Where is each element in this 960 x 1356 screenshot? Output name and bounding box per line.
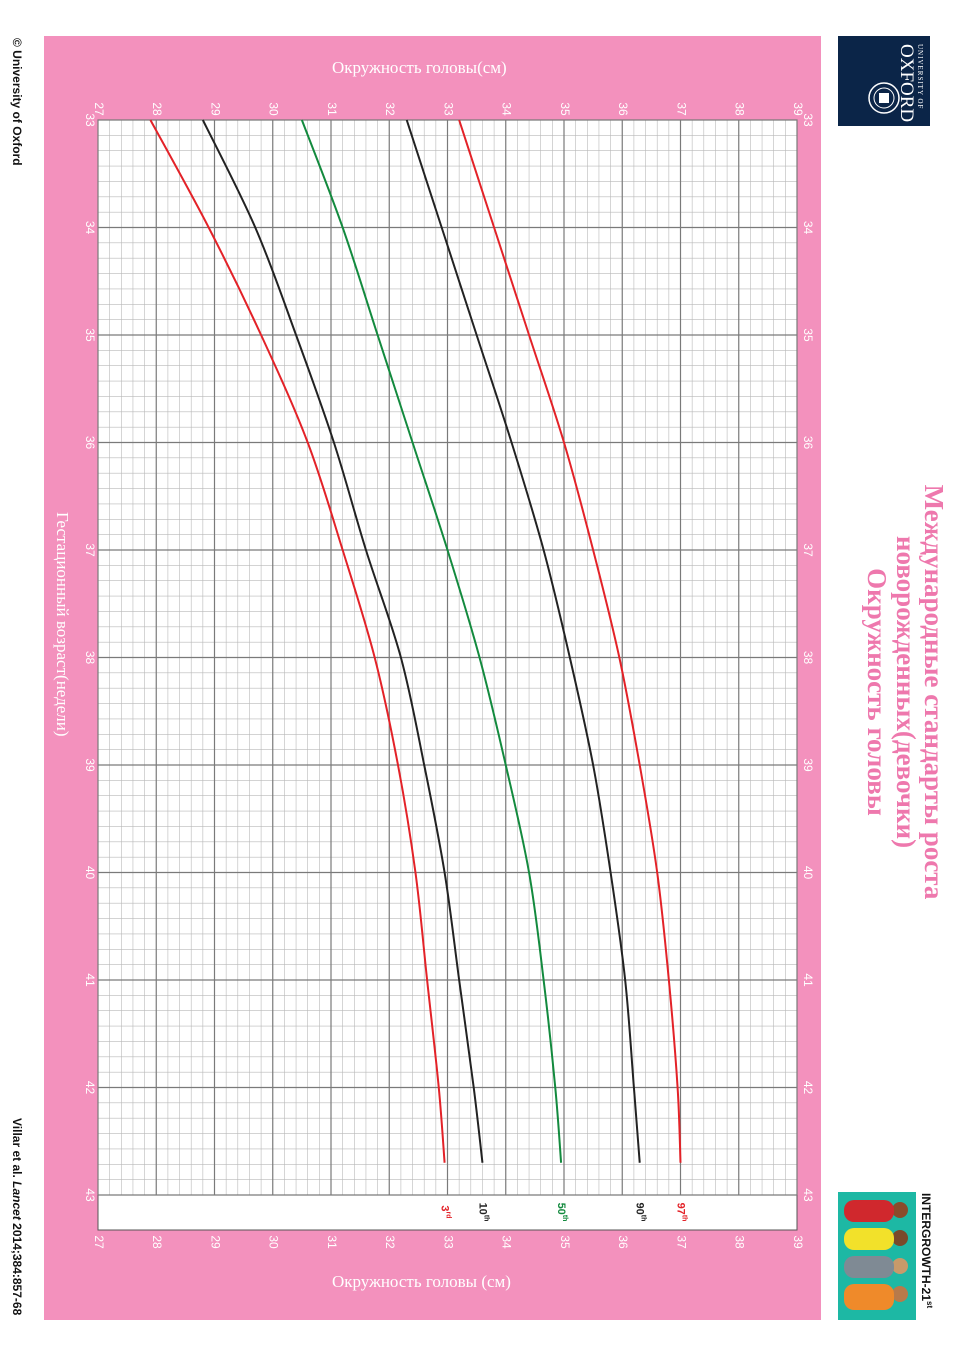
title-line-2: новорожденных(девочки) — [890, 535, 921, 849]
y-tick-bottom: 29 — [208, 1235, 222, 1249]
y-tick-top: 34 — [500, 102, 514, 116]
x-tick-right: 36 — [801, 436, 815, 450]
x-tick-right: 40 — [801, 866, 815, 880]
citation-authors: Villar et al. — [10, 1118, 24, 1182]
x-tick-left: 41 — [83, 973, 97, 987]
x-tick-right: 41 — [801, 973, 815, 987]
curve-97th — [458, 119, 682, 1163]
x-tick-left: 40 — [83, 866, 97, 880]
intergrowth-figures-icon — [844, 1200, 908, 1310]
y-tick-top: 38 — [733, 102, 747, 116]
x-tick-right: 34 — [801, 221, 815, 235]
curve-50th — [300, 119, 563, 1163]
percentile-labels: 3rd 10th 50th 90th 97th — [439, 1203, 688, 1222]
y-tick-bottom: 32 — [383, 1235, 397, 1249]
label-3rd: 3rd — [439, 1205, 452, 1218]
y-tick-top: 37 — [674, 102, 688, 116]
x-tick-right: 42 — [801, 1081, 815, 1095]
percentile-curves — [149, 119, 682, 1163]
y-axis-title-bottom: Окружность головы (см) — [332, 1272, 511, 1292]
copyright-note: © University of Oxford — [10, 38, 24, 166]
x-tick-left: 39 — [83, 758, 97, 772]
y-axis-title-bottom-text: Окружность головы (см) — [332, 1272, 511, 1291]
y-tick-top: 35 — [558, 102, 572, 116]
y-tick-bottom: 37 — [674, 1235, 688, 1249]
x-tick-right: 38 — [801, 651, 815, 665]
curve-90th — [405, 119, 641, 1163]
intergrowth-sup: st — [925, 1301, 934, 1309]
citation-journal: Lancet — [10, 1181, 24, 1220]
curve-3rd — [149, 119, 446, 1163]
x-tick-left: 33 — [83, 113, 97, 127]
y-tick-bottom: 36 — [616, 1235, 630, 1249]
copyright-text: © University of Oxford — [10, 38, 24, 166]
tick-labels: 27 27 28 28 29 29 30 30 31 31 32 32 33 33 34 34 35 35 36 36… — [83, 102, 815, 1249]
x-tick-right: 39 — [801, 758, 815, 772]
citation-note: Villar et al. Lancet 2014;384:857-68 — [10, 1118, 24, 1315]
chart-title-block: Международные стандарты роста новорожден… — [862, 432, 949, 952]
y-tick-bottom: 38 — [733, 1235, 747, 1249]
y-tick-top: 32 — [383, 102, 397, 116]
y-tick-bottom: 34 — [500, 1235, 514, 1249]
y-tick-bottom: 39 — [791, 1235, 805, 1249]
x-tick-left: 42 — [83, 1081, 97, 1095]
x-tick-right: 43 — [801, 1188, 815, 1202]
label-90th: 90th — [634, 1203, 647, 1222]
y-tick-bottom: 33 — [441, 1235, 455, 1249]
y-axis-title-top-text: Окружность головы(см) — [332, 58, 507, 77]
y-tick-bottom: 31 — [325, 1235, 339, 1249]
citation-volume: 2014;384:857-68 — [10, 1219, 24, 1316]
x-axis-title: Гестационный возраст(недели) — [52, 512, 72, 737]
y-tick-bottom: 28 — [150, 1235, 164, 1249]
y-tick-bottom: 30 — [267, 1235, 281, 1249]
x-tick-left: 43 — [83, 1188, 97, 1202]
major-grid — [97, 119, 798, 1196]
x-tick-right: 33 — [801, 113, 815, 127]
intergrowth-logo-text: INTERGROWTH-21st — [919, 1193, 934, 1308]
intergrowth-name: INTERGROWTH-21 — [919, 1193, 933, 1301]
y-tick-bottom: 35 — [558, 1235, 572, 1249]
y-tick-top: 33 — [441, 102, 455, 116]
x-tick-left: 35 — [83, 328, 97, 342]
y-tick-top: 27 — [92, 102, 106, 116]
x-axis-title-text: Гестационный возраст(недели) — [53, 512, 72, 737]
x-tick-left: 37 — [83, 543, 97, 557]
x-tick-left: 38 — [83, 651, 97, 665]
y-tick-bottom: 27 — [92, 1235, 106, 1249]
curve-10th — [201, 119, 484, 1163]
y-tick-top: 39 — [791, 102, 805, 116]
label-10th: 10th — [477, 1203, 490, 1222]
y-axis-title-top: Окружность головы(см) — [332, 58, 507, 78]
y-tick-top: 28 — [150, 102, 164, 116]
intergrowth-logo — [838, 1192, 916, 1320]
y-tick-top: 30 — [267, 102, 281, 116]
x-tick-right: 37 — [801, 543, 815, 557]
y-tick-top: 31 — [325, 102, 339, 116]
oxford-logo: UNIVERSITY OF OXFORD — [838, 36, 930, 126]
oxford-crest-icon — [868, 82, 900, 114]
x-tick-right: 35 — [801, 328, 815, 342]
label-50th: 50th — [555, 1203, 568, 1222]
y-tick-top: 36 — [616, 102, 630, 116]
label-97th: 97th — [675, 1203, 688, 1222]
title-line-3: Окружность головы — [862, 568, 893, 816]
x-tick-left: 34 — [83, 221, 97, 235]
y-tick-top: 29 — [208, 102, 222, 116]
title-line-1: Международные стандарты роста — [919, 484, 949, 900]
x-tick-left: 36 — [83, 436, 97, 450]
